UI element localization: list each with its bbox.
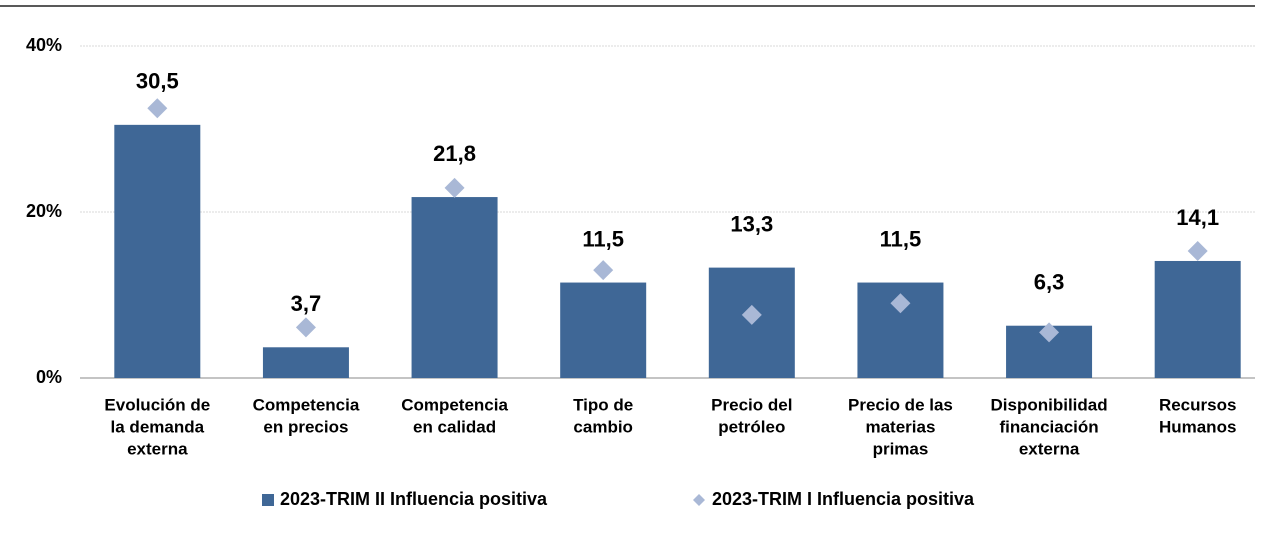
- legend-swatch: [262, 494, 274, 506]
- diamond-marker: [890, 293, 911, 314]
- data-label: 14,1: [1176, 205, 1219, 230]
- diamond-marker: [593, 260, 614, 281]
- x-tick-label: Recursos: [1159, 395, 1236, 414]
- legend-label: 2023-TRIM I Influencia positiva: [712, 489, 975, 509]
- data-label: 13,3: [730, 211, 773, 236]
- y-tick-label: 0%: [36, 367, 62, 387]
- bar: [262, 347, 349, 378]
- bar: [560, 282, 647, 378]
- x-tick-label: en precios: [263, 417, 348, 436]
- data-label: 21,8: [433, 141, 476, 166]
- x-tick-label: Humanos: [1159, 417, 1236, 436]
- y-tick-label: 20%: [26, 201, 62, 221]
- data-label: 11,5: [582, 226, 624, 251]
- x-tick-label: Competencia: [253, 395, 360, 414]
- x-tick-label: Disponibilidad: [991, 395, 1108, 414]
- x-tick-label: externa: [127, 439, 188, 458]
- y-tick-label: 40%: [26, 35, 62, 55]
- x-tick-label: la demanda: [111, 417, 205, 436]
- diamond-marker: [444, 177, 465, 198]
- x-tick-label: Precio de las: [848, 395, 953, 414]
- x-tick-label: Precio del: [711, 395, 792, 414]
- data-label: 6,3: [1034, 270, 1065, 295]
- x-tick-label: Tipo de: [573, 395, 633, 414]
- bar: [114, 124, 201, 378]
- legend-label: 2023-TRIM II Influencia positiva: [280, 489, 548, 509]
- x-tick-label: financiación: [999, 417, 1098, 436]
- diamond-marker: [147, 98, 168, 119]
- x-tick-label: primas: [873, 439, 929, 458]
- bar: [1154, 260, 1241, 378]
- data-label: 11,5: [880, 226, 922, 251]
- diamond-marker: [295, 317, 316, 338]
- bar: [411, 197, 498, 378]
- diamond-marker: [1039, 322, 1060, 343]
- x-tick-label: Competencia: [401, 395, 508, 414]
- x-tick-label: externa: [1019, 439, 1080, 458]
- x-tick-label: materias: [865, 417, 935, 436]
- x-tick-label: en calidad: [413, 417, 496, 436]
- x-tick-label: cambio: [573, 417, 633, 436]
- diamond-marker: [1187, 241, 1208, 262]
- x-tick-label: petróleo: [718, 417, 785, 436]
- x-tick-label: Evolución de: [104, 395, 210, 414]
- data-label: 3,7: [291, 291, 322, 316]
- legend-swatch: [693, 494, 705, 506]
- diamond-marker: [741, 304, 762, 325]
- data-label: 30,5: [136, 69, 179, 94]
